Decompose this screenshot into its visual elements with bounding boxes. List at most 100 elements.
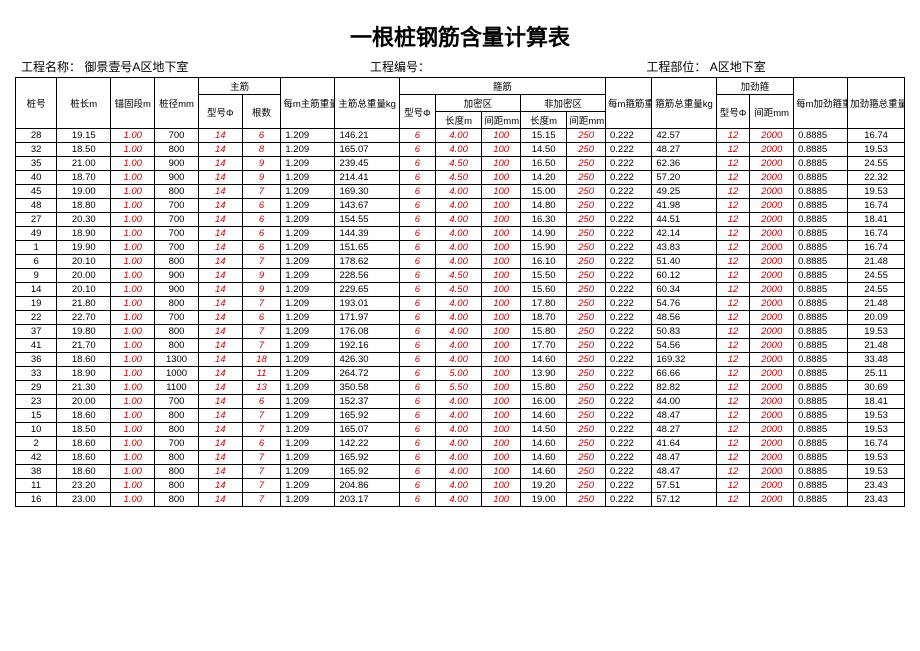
cell: 2000 <box>750 227 794 241</box>
cell: 0.222 <box>606 409 652 423</box>
cell: 214.41 <box>335 171 399 185</box>
table-row: 3218.501.008001481.209165.0764.0010014.5… <box>16 143 905 157</box>
cell: 0.8885 <box>794 395 848 409</box>
cell: 18.41 <box>848 213 905 227</box>
table-row: 2222.701.007001461.209171.9764.0010018.7… <box>16 311 905 325</box>
cell: 2 <box>16 437 57 451</box>
cell: 12 <box>716 241 749 255</box>
cell: 6 <box>399 353 435 367</box>
table-row: 2320.001.007001461.209152.3764.0010016.0… <box>16 395 905 409</box>
cell: 12 <box>716 157 749 171</box>
cell: 192.16 <box>335 339 399 353</box>
cell: 2000 <box>750 353 794 367</box>
col-anchor: 锚固段m <box>111 78 155 129</box>
cell: 41.98 <box>652 199 716 213</box>
cell: 14.60 <box>520 437 566 451</box>
cell: 1.209 <box>281 297 335 311</box>
cell: 1.00 <box>111 367 155 381</box>
cell: 250 <box>567 353 606 367</box>
cell: 250 <box>567 493 606 507</box>
cell: 1.209 <box>281 381 335 395</box>
cell: 14 <box>198 325 242 339</box>
cell: 100 <box>482 409 521 423</box>
cell: 2000 <box>750 465 794 479</box>
cell: 7 <box>242 325 281 339</box>
cell: 1.00 <box>111 395 155 409</box>
cell: 1.00 <box>111 465 155 479</box>
cell: 7 <box>242 339 281 353</box>
cell: 0.8885 <box>794 437 848 451</box>
cell: 0.8885 <box>794 185 848 199</box>
cell: 57.20 <box>652 171 716 185</box>
project-part: A区地下室 <box>710 60 766 74</box>
cell: 4.00 <box>435 479 481 493</box>
col-zh: 桩号 <box>16 78 57 129</box>
cell: 100 <box>482 395 521 409</box>
cell: 178.62 <box>335 255 399 269</box>
cell: 14 <box>16 283 57 297</box>
cell: 4.00 <box>435 255 481 269</box>
cell: 6 <box>399 199 435 213</box>
cell: 0.222 <box>606 241 652 255</box>
cell: 16.50 <box>520 157 566 171</box>
cell: 6 <box>399 479 435 493</box>
cell: 29 <box>16 381 57 395</box>
cell: 0.8885 <box>794 213 848 227</box>
cell: 1.209 <box>281 423 335 437</box>
cell: 12 <box>716 199 749 213</box>
cell: 12 <box>716 255 749 269</box>
cell: 44.51 <box>652 213 716 227</box>
cell: 18.90 <box>57 367 111 381</box>
cell: 0.222 <box>606 283 652 297</box>
cell: 9 <box>242 171 281 185</box>
cell: 6 <box>399 241 435 255</box>
cell: 0.222 <box>606 311 652 325</box>
cell: 1.00 <box>111 171 155 185</box>
cell: 900 <box>155 157 199 171</box>
cell: 4.00 <box>435 437 481 451</box>
cell: 14 <box>198 367 242 381</box>
cell: 0.222 <box>606 185 652 199</box>
cell: 100 <box>482 423 521 437</box>
cell: 14.80 <box>520 199 566 213</box>
cell: 48.56 <box>652 311 716 325</box>
cell: 14 <box>198 269 242 283</box>
cell: 14.60 <box>520 409 566 423</box>
cell: 700 <box>155 241 199 255</box>
cell: 100 <box>482 213 521 227</box>
cell: 7 <box>242 465 281 479</box>
cell: 18.60 <box>57 437 111 451</box>
cell: 2000 <box>750 213 794 227</box>
cell: 12 <box>716 269 749 283</box>
cell: 14 <box>198 339 242 353</box>
cell: 19.53 <box>848 423 905 437</box>
cell: 14 <box>198 171 242 185</box>
cell: 35 <box>16 157 57 171</box>
cell: 13 <box>242 381 281 395</box>
project-name-label: 工程名称： <box>21 60 81 74</box>
cell: 800 <box>155 185 199 199</box>
cell: 14 <box>198 297 242 311</box>
table-row: 1123.201.008001471.209204.8664.0010019.2… <box>16 479 905 493</box>
table-row: 3618.601.00130014181.209426.3064.0010014… <box>16 353 905 367</box>
cell: 16.10 <box>520 255 566 269</box>
table-row: 4918.901.007001461.209144.3964.0010014.9… <box>16 227 905 241</box>
cell: 0.222 <box>606 479 652 493</box>
table-row: 4218.601.008001471.209165.9264.0010014.6… <box>16 451 905 465</box>
cell: 14 <box>198 157 242 171</box>
cell: 15 <box>16 409 57 423</box>
cell: 100 <box>482 255 521 269</box>
cell: 18 <box>242 353 281 367</box>
cell: 1.00 <box>111 297 155 311</box>
cell: 6 <box>399 493 435 507</box>
cell: 43.83 <box>652 241 716 255</box>
cell: 12 <box>716 339 749 353</box>
cell: 1.209 <box>281 227 335 241</box>
cell: 28 <box>16 129 57 143</box>
cell: 4.00 <box>435 409 481 423</box>
cell: 21.00 <box>57 157 111 171</box>
data-table: 桩号桩长m锚固段m桩径mm主筋每m主筋重量kg主筋总重量kg箍筋每m箍筋重量kg… <box>15 77 905 507</box>
col-main-count: 根数 <box>242 95 281 129</box>
cell: 144.39 <box>335 227 399 241</box>
cell: 6 <box>399 339 435 353</box>
